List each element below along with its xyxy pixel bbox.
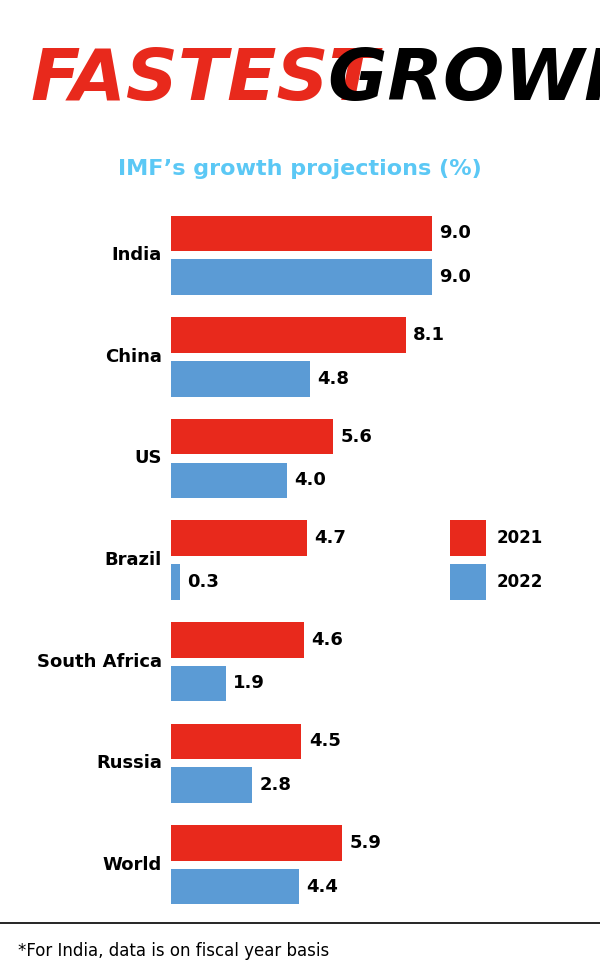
Bar <box>171 215 432 251</box>
Text: 4.5: 4.5 <box>309 732 341 750</box>
Text: 2022: 2022 <box>497 573 543 591</box>
Text: 4.6: 4.6 <box>311 631 343 649</box>
Text: 4.4: 4.4 <box>306 878 338 896</box>
Text: Brazil: Brazil <box>105 551 162 569</box>
Text: India: India <box>112 246 162 264</box>
Bar <box>171 825 342 861</box>
Text: 2.8: 2.8 <box>259 776 292 794</box>
Text: China: China <box>105 348 162 366</box>
Bar <box>171 318 406 353</box>
Text: 5.6: 5.6 <box>341 428 373 446</box>
Text: 4.0: 4.0 <box>294 471 326 489</box>
Text: Russia: Russia <box>96 754 162 772</box>
Text: GROWING: GROWING <box>303 47 600 115</box>
Text: 2021: 2021 <box>497 529 543 547</box>
Bar <box>171 564 180 600</box>
Bar <box>171 724 301 759</box>
Bar <box>171 869 299 905</box>
Bar <box>171 259 432 295</box>
Text: IMF’s growth projections (%): IMF’s growth projections (%) <box>118 160 482 179</box>
Text: 8.1: 8.1 <box>413 326 445 344</box>
Bar <box>171 419 334 455</box>
Text: US: US <box>134 449 162 468</box>
Text: South Africa: South Africa <box>37 653 162 671</box>
Text: World: World <box>103 856 162 874</box>
Bar <box>171 622 304 657</box>
Bar <box>171 768 252 803</box>
Bar <box>171 463 287 498</box>
Text: FASTEST: FASTEST <box>30 47 378 115</box>
Bar <box>171 361 310 396</box>
Text: 4.8: 4.8 <box>317 370 349 388</box>
Text: 9.0: 9.0 <box>439 224 471 243</box>
Text: 1.9: 1.9 <box>233 674 265 693</box>
Bar <box>171 665 226 701</box>
Text: 4.7: 4.7 <box>314 529 346 547</box>
Text: 5.9: 5.9 <box>349 834 381 852</box>
Bar <box>171 520 307 556</box>
Bar <box>450 564 486 600</box>
Text: 9.0: 9.0 <box>439 268 471 286</box>
Text: 0.3: 0.3 <box>187 573 219 591</box>
Bar <box>450 520 486 556</box>
Text: *For India, data is on fiscal year basis: *For India, data is on fiscal year basis <box>18 942 329 959</box>
